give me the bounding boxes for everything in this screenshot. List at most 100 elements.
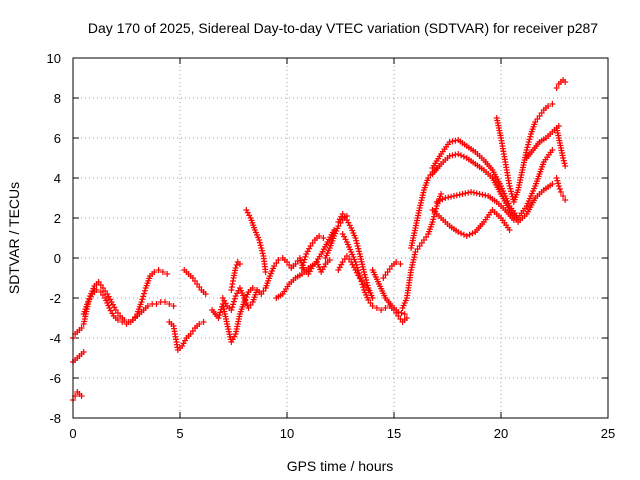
data-point <box>523 147 530 153</box>
y-tick-label: -6 <box>49 371 61 386</box>
series-track-k <box>262 255 333 291</box>
data-point <box>140 293 147 300</box>
data-point <box>302 253 309 260</box>
y-tick-label: -8 <box>49 411 61 426</box>
data-point <box>236 261 243 267</box>
data-point <box>215 315 222 321</box>
data-point <box>468 189 475 195</box>
data-point <box>555 180 562 187</box>
data-point <box>460 153 467 160</box>
data-point <box>353 240 360 247</box>
data-point <box>527 133 534 140</box>
data-point <box>429 219 436 225</box>
data-layer <box>70 77 569 403</box>
chart-title: Day 170 of 2025, Sidereal Day-to-day VTE… <box>88 20 598 36</box>
x-tick-label: 25 <box>601 426 615 441</box>
data-point <box>166 301 173 307</box>
data-point <box>159 269 166 275</box>
series-track-q <box>339 231 410 325</box>
x-tick-label: 10 <box>280 426 294 441</box>
series-track-a <box>70 389 85 403</box>
series-track-f <box>181 267 209 297</box>
data-point <box>446 139 453 145</box>
x-tick-label: 20 <box>494 426 508 441</box>
data-point <box>155 267 162 273</box>
data-point <box>217 309 224 316</box>
data-point <box>298 265 305 271</box>
data-point <box>301 256 308 263</box>
data-point <box>200 319 207 325</box>
data-point <box>254 287 261 293</box>
y-tick-label: 10 <box>47 51 61 66</box>
data-point <box>119 319 126 325</box>
data-point <box>258 245 265 251</box>
data-point <box>463 233 470 239</box>
data-point <box>196 321 203 327</box>
data-point <box>507 188 514 195</box>
data-point <box>393 259 400 265</box>
data-point <box>259 247 266 254</box>
data-point <box>452 151 459 158</box>
series-track-d <box>80 287 177 327</box>
data-point <box>470 189 477 196</box>
data-point <box>433 205 440 212</box>
data-point <box>259 250 266 257</box>
data-point <box>352 259 359 265</box>
data-point <box>320 235 327 241</box>
data-point <box>460 231 467 238</box>
data-point <box>449 152 456 159</box>
data-point <box>229 304 236 311</box>
data-point <box>361 269 368 275</box>
data-point <box>123 321 130 327</box>
data-point <box>446 153 453 159</box>
data-point <box>557 189 564 195</box>
data-point <box>358 278 365 285</box>
data-point <box>230 301 237 308</box>
data-point <box>560 157 567 164</box>
grid-layer <box>73 58 608 418</box>
data-point <box>561 160 568 167</box>
data-point <box>359 281 366 288</box>
data-point <box>549 181 556 187</box>
data-point <box>382 305 389 311</box>
data-point <box>144 303 151 309</box>
series-track-z <box>493 101 556 205</box>
data-point <box>352 235 359 241</box>
y-tick-label: 8 <box>54 91 61 106</box>
tick-layer <box>72 57 609 419</box>
data-point <box>562 163 569 169</box>
data-point <box>398 310 405 316</box>
data-point <box>231 295 238 302</box>
data-point <box>275 257 282 263</box>
data-point <box>445 194 452 201</box>
data-point <box>257 242 264 249</box>
y-tick-label: 0 <box>54 251 61 266</box>
data-point <box>456 191 463 198</box>
data-point <box>256 239 263 246</box>
data-point <box>369 303 376 309</box>
data-point <box>373 305 380 311</box>
data-point <box>397 261 404 267</box>
data-point <box>249 285 256 291</box>
series-track-h <box>219 285 261 313</box>
data-point <box>401 311 408 317</box>
data-point <box>510 217 517 223</box>
data-point <box>355 267 362 274</box>
data-point <box>216 312 223 319</box>
data-point <box>357 275 364 282</box>
data-point <box>526 136 533 143</box>
data-point <box>549 101 556 107</box>
data-point <box>555 183 562 189</box>
data-point <box>482 192 489 199</box>
data-point <box>360 284 367 291</box>
data-point <box>469 230 476 237</box>
data-point <box>458 230 465 237</box>
data-point <box>455 229 462 235</box>
data-point <box>438 191 445 197</box>
data-point <box>78 393 85 399</box>
data-point <box>436 197 443 204</box>
data-point <box>554 177 561 184</box>
data-point <box>228 307 235 313</box>
data-point <box>353 237 360 244</box>
